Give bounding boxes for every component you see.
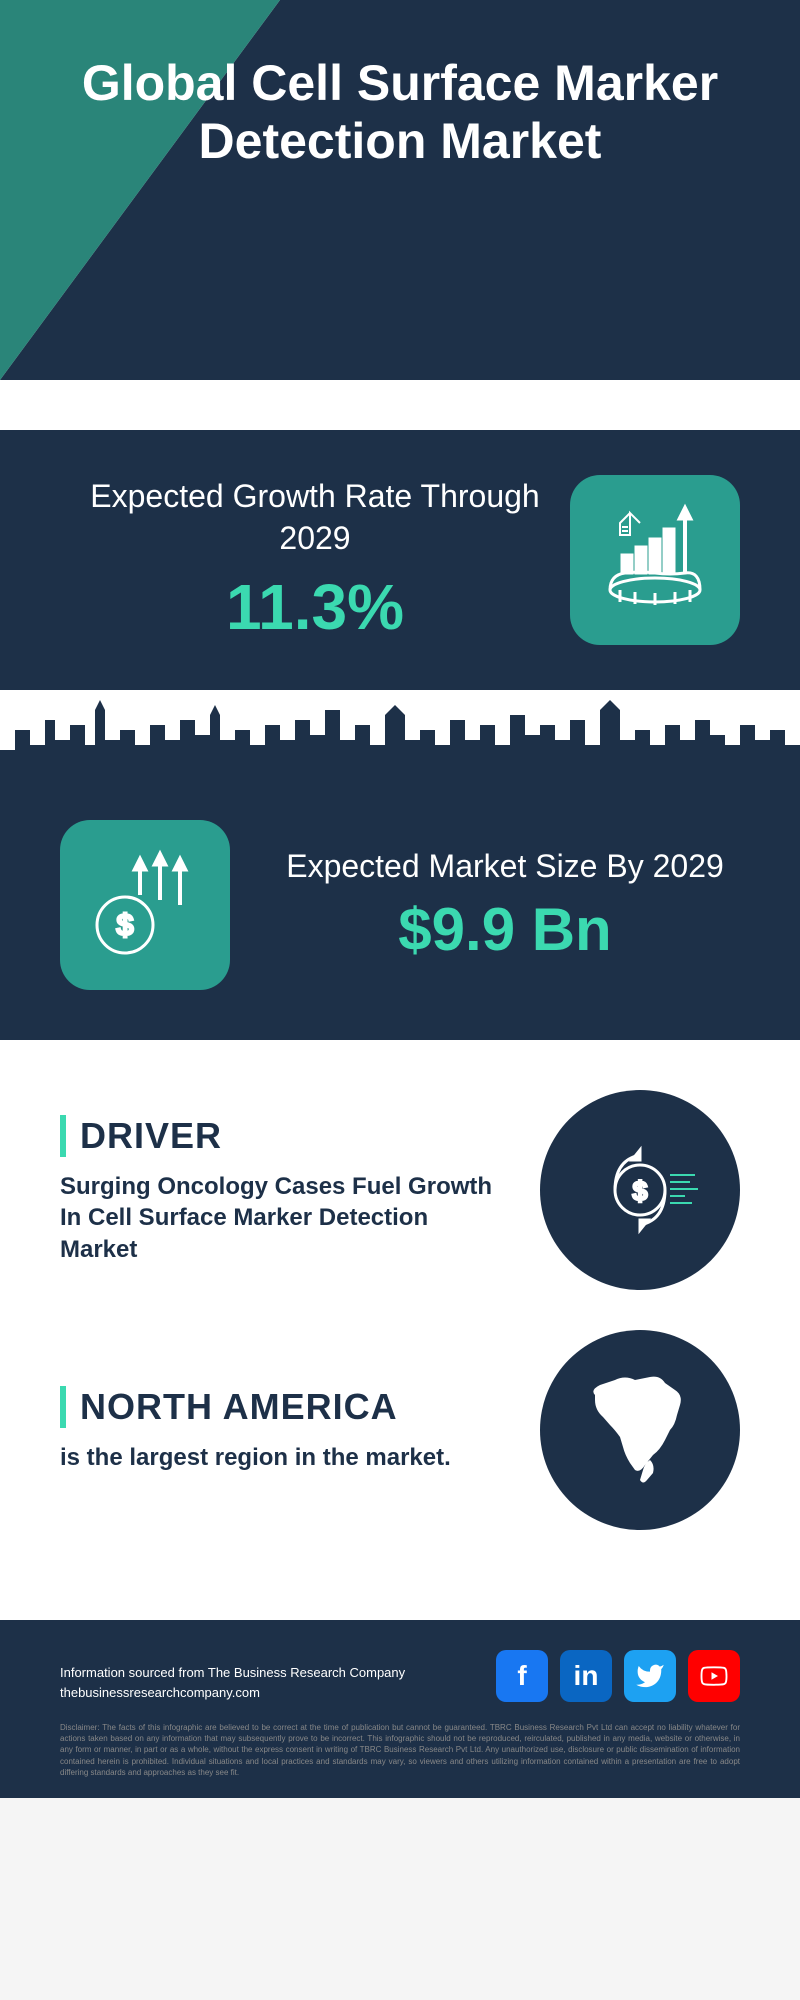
footer-source: Information sourced from The Business Re…: [60, 1663, 405, 1702]
driver-body: Surging Oncology Cases Fuel Growth In Ce…: [60, 1171, 510, 1265]
source-line-2: thebusinessresearchcompany.com: [60, 1683, 405, 1703]
north-america-map-icon: [540, 1330, 740, 1530]
growth-chart-icon: [570, 475, 740, 645]
market-size-value: $9.9 Bn: [270, 895, 740, 964]
market-size-text: Expected Market Size By 2029 $9.9 Bn: [270, 846, 740, 965]
svg-text:$: $: [117, 909, 134, 942]
youtube-icon[interactable]: [688, 1650, 740, 1702]
footer-top-row: Information sourced from The Business Re…: [60, 1650, 740, 1702]
dollar-growth-icon: $: [60, 820, 230, 990]
main-title: Global Cell Surface Marker Detection Mar…: [0, 55, 800, 170]
social-icons: f in: [496, 1650, 740, 1702]
region-text: NORTH AMERICA is the largest region in t…: [60, 1386, 510, 1473]
region-body: is the largest region in the market.: [60, 1442, 510, 1473]
market-size-band: $ Expected Market Size By 2029 $9.9 Bn: [0, 790, 800, 1040]
gap-1: [0, 380, 800, 430]
source-line-1: Information sourced from The Business Re…: [60, 1663, 405, 1683]
region-heading: NORTH AMERICA: [60, 1386, 510, 1428]
growth-rate-text: Expected Growth Rate Through 2029 11.3%: [60, 476, 570, 643]
facebook-icon[interactable]: f: [496, 1650, 548, 1702]
growth-rate-value: 11.3%: [60, 570, 570, 644]
linkedin-icon[interactable]: in: [560, 1650, 612, 1702]
growth-rate-label: Expected Growth Rate Through 2029: [60, 476, 570, 559]
svg-text:$: $: [633, 1176, 648, 1206]
driver-row: DRIVER Surging Oncology Cases Fuel Growt…: [60, 1090, 740, 1290]
footer-section: Information sourced from The Business Re…: [0, 1620, 800, 1798]
header-section: Global Cell Surface Marker Detection Mar…: [0, 0, 800, 380]
disclaimer-text: Disclaimer: The facts of this infographi…: [60, 1722, 740, 1778]
infographic-container: Global Cell Surface Marker Detection Mar…: [0, 0, 800, 1798]
twitter-icon[interactable]: [624, 1650, 676, 1702]
details-section: DRIVER Surging Oncology Cases Fuel Growt…: [0, 1040, 800, 1620]
market-size-label: Expected Market Size By 2029: [270, 846, 740, 888]
driver-heading: DRIVER: [60, 1115, 510, 1157]
driver-text: DRIVER Surging Oncology Cases Fuel Growt…: [60, 1115, 510, 1265]
city-skyline: [0, 690, 800, 790]
money-cycle-icon: $: [540, 1090, 740, 1290]
region-row: NORTH AMERICA is the largest region in t…: [60, 1330, 740, 1530]
growth-rate-band: Expected Growth Rate Through 2029 11.3%: [0, 430, 800, 690]
